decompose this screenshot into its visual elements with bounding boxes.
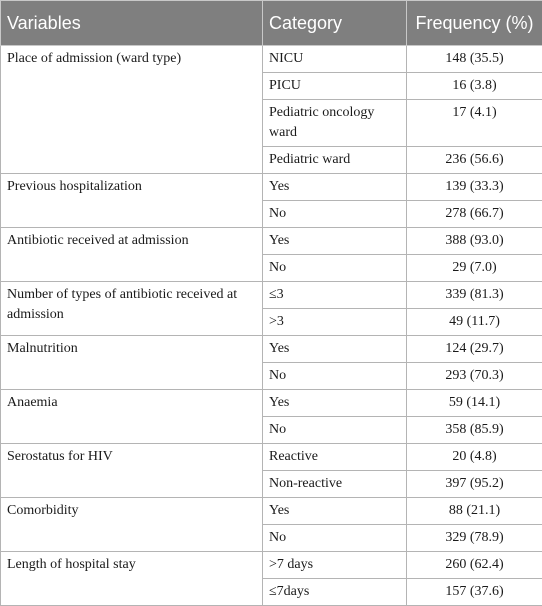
category-cell: No xyxy=(263,201,407,228)
frequency-cell: 124 (29.7) xyxy=(407,336,542,363)
frequency-cell: 260 (62.4) xyxy=(407,552,542,579)
header-category: Category xyxy=(263,1,407,46)
category-cell: ≤7days xyxy=(263,579,407,606)
table-header: Variables Category Frequency (%) xyxy=(1,1,542,46)
frequency-cell: 388 (93.0) xyxy=(407,228,542,255)
variable-cell: Number of types of antibiotic received a… xyxy=(1,282,263,336)
category-cell: PICU xyxy=(263,73,407,100)
header-frequency: Frequency (%) xyxy=(407,1,542,46)
category-cell: Yes xyxy=(263,336,407,363)
category-cell: Yes xyxy=(263,390,407,417)
frequency-cell: 17 (4.1) xyxy=(407,100,542,147)
variable-cell: Malnutrition xyxy=(1,336,263,390)
frequency-cell: 397 (95.2) xyxy=(407,471,542,498)
category-cell: NICU xyxy=(263,46,407,73)
variable-cell: Antibiotic received at admission xyxy=(1,228,263,282)
frequency-cell: 16 (3.8) xyxy=(407,73,542,100)
frequency-cell: 157 (37.6) xyxy=(407,579,542,606)
frequency-cell: 339 (81.3) xyxy=(407,282,542,309)
frequency-cell: 49 (11.7) xyxy=(407,309,542,336)
variable-cell: Previous hospitalization xyxy=(1,174,263,228)
frequency-cell: 329 (78.9) xyxy=(407,525,542,552)
variable-cell: Comorbidity xyxy=(1,498,263,552)
frequency-cell: 29 (7.0) xyxy=(407,255,542,282)
frequency-cell: 88 (21.1) xyxy=(407,498,542,525)
category-cell: No xyxy=(263,363,407,390)
variable-cell: Anaemia xyxy=(1,390,263,444)
frequency-cell: 278 (66.7) xyxy=(407,201,542,228)
category-cell: Yes xyxy=(263,228,407,255)
frequency-cell: 139 (33.3) xyxy=(407,174,542,201)
header-row: Variables Category Frequency (%) xyxy=(1,1,542,46)
category-cell: Pediatric ward xyxy=(263,147,407,174)
frequency-cell: 20 (4.8) xyxy=(407,444,542,471)
frequency-cell: 293 (70.3) xyxy=(407,363,542,390)
category-cell: Non-reactive xyxy=(263,471,407,498)
category-cell: No xyxy=(263,525,407,552)
category-cell: >3 xyxy=(263,309,407,336)
category-cell: No xyxy=(263,255,407,282)
category-cell: Pediatric oncology ward xyxy=(263,100,407,147)
variable-cell: Serostatus for HIV xyxy=(1,444,263,498)
header-variables: Variables xyxy=(1,1,263,46)
category-cell: Reactive xyxy=(263,444,407,471)
variable-cell: Place of admission (ward type) xyxy=(1,46,263,174)
category-cell: Yes xyxy=(263,174,407,201)
category-cell: >7 days xyxy=(263,552,407,579)
category-cell: No xyxy=(263,417,407,444)
category-cell: ≤3 xyxy=(263,282,407,309)
frequency-cell: 59 (14.1) xyxy=(407,390,542,417)
category-cell: Yes xyxy=(263,498,407,525)
frequency-cell: 358 (85.9) xyxy=(407,417,542,444)
table-row: Number of types of antibiotic received a… xyxy=(1,282,542,309)
frequency-cell: 148 (35.5) xyxy=(407,46,542,73)
frequency-cell: 236 (56.6) xyxy=(407,147,542,174)
